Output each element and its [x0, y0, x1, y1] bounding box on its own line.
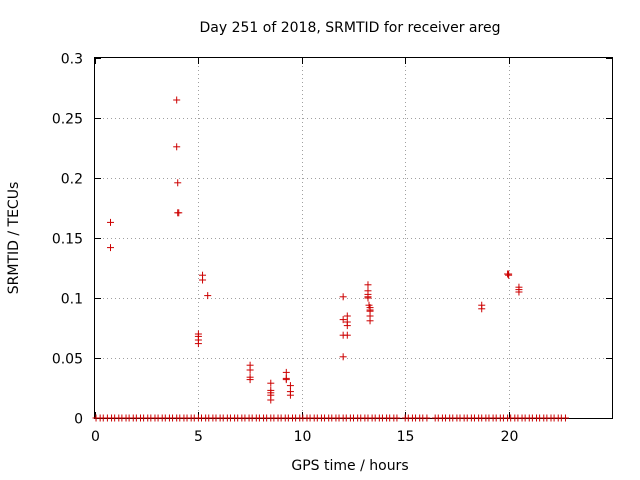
y-tick-label: 0.15	[52, 232, 83, 248]
data-point	[107, 218, 115, 226]
data-point	[246, 376, 254, 384]
x-tick-label: 10	[294, 429, 312, 445]
data-point	[267, 396, 275, 404]
x-axis-label: GPS time / hours	[291, 458, 408, 474]
grid-lines	[95, 58, 612, 418]
data-point	[478, 305, 486, 313]
data-point	[364, 294, 372, 302]
data-point	[286, 391, 294, 399]
data-points	[92, 96, 569, 422]
x-tick-label: 5	[194, 429, 203, 445]
chart-title: Day 251 of 2018, SRMTID for receiver are…	[200, 20, 501, 36]
x-tick-label: 20	[501, 429, 519, 445]
data-point	[174, 179, 182, 187]
y-axis-label: SRMTID / TECUs	[6, 182, 22, 295]
data-point	[107, 244, 115, 252]
data-point	[343, 331, 351, 339]
y-tick-label: 0.05	[52, 352, 83, 368]
data-point	[246, 366, 254, 374]
data-point	[393, 414, 401, 422]
y-tick-label: 0	[74, 412, 83, 428]
data-point	[423, 414, 431, 422]
data-point	[204, 292, 212, 300]
x-tick-label: 15	[397, 429, 415, 445]
data-point	[173, 96, 181, 104]
data-point	[339, 316, 347, 324]
data-point	[173, 143, 181, 151]
data-point	[282, 368, 290, 376]
data-point	[339, 293, 347, 301]
data-point	[286, 382, 294, 390]
axis-ticks: 0 0.05 0.1 0.15 0.2 0.25 0.3 0 5 10 15 20	[52, 52, 612, 445]
x-tick-label: 0	[91, 429, 100, 445]
data-point	[175, 209, 183, 217]
data-point	[267, 379, 275, 387]
data-point	[343, 312, 351, 320]
data-point	[366, 317, 374, 325]
y-tick-label: 0.3	[61, 52, 83, 68]
data-point	[515, 288, 523, 296]
y-tick-label: 0.1	[61, 292, 83, 308]
y-tick-label: 0.25	[52, 112, 83, 128]
data-point	[561, 414, 569, 422]
data-point	[194, 340, 202, 348]
data-point	[364, 281, 372, 289]
data-point	[282, 376, 290, 384]
y-tick-label: 0.2	[61, 172, 83, 188]
data-point	[505, 271, 513, 279]
data-point	[339, 353, 347, 361]
data-point	[199, 276, 207, 284]
data-point	[343, 322, 351, 330]
